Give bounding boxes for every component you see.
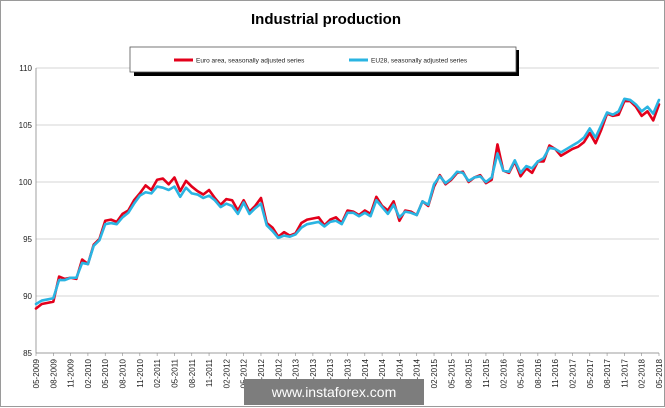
x-tick-label: 11-2011	[205, 358, 214, 387]
x-tick-label: 02-2015	[430, 358, 439, 388]
series-line-eu28	[34, 97, 661, 306]
x-tick-label: 11-2010	[136, 358, 145, 387]
watermark-text: www.instaforex.com	[271, 384, 396, 400]
x-tick-label: 08-2014	[395, 358, 404, 388]
series-lines	[34, 97, 661, 310]
x-tick-label: 05-2015	[447, 358, 456, 388]
x-tick-label: 11-2012	[274, 358, 283, 387]
x-tick-label: 02-2018	[638, 358, 647, 388]
x-tick-label: 05-2011	[170, 358, 179, 387]
x-tick-label: 02-2017	[568, 358, 577, 388]
x-tick-label: 11-2014	[413, 358, 422, 387]
chart-title: Industrial production	[251, 11, 401, 28]
y-tick-label: 85	[23, 349, 32, 358]
x-tick-label: 05-2013	[309, 358, 318, 388]
y-tick-label: 95	[23, 235, 32, 244]
y-tick-label: 90	[23, 292, 32, 301]
y-tick-label: 105	[19, 121, 33, 130]
x-tick-label: 11-2015	[482, 358, 491, 387]
legend: Euro area, seasonally adjusted series EU…	[129, 46, 519, 76]
x-tick-label: 02-2012	[222, 358, 231, 388]
watermark-background	[244, 379, 424, 405]
axes: 85 90 95 100 105 110 05-2009 08-2009 11-2009 02-2…	[19, 64, 664, 388]
watermark: www.instaforex.com	[244, 379, 424, 405]
x-tick-label: 08-2011	[188, 358, 197, 387]
x-tick-label: 08-2013	[326, 358, 335, 388]
legend-label-euro-area: Euro area, seasonally adjusted series	[196, 58, 305, 65]
x-tick-label: 11-2009	[67, 358, 76, 387]
x-tick-label: 08-2016	[534, 358, 543, 388]
y-tick-label: 100	[19, 178, 33, 187]
y-tick-label: 110	[19, 64, 32, 73]
x-tick-label: 05-2018	[655, 358, 664, 388]
x-tick-label: 02-2013	[292, 358, 301, 388]
x-tick-label: 02-2016	[499, 358, 508, 388]
x-tick-label: 02-2011	[153, 358, 162, 387]
x-tick-label: 05-2010	[101, 358, 110, 388]
x-tick-label: 05-2012	[240, 358, 249, 388]
legend-box	[129, 46, 517, 73]
x-tick-label: 02-2014	[361, 358, 370, 388]
x-tick-label: 05-2009	[32, 358, 41, 388]
x-tick-label: 05-2017	[586, 358, 595, 388]
x-tick-label: 11-2016	[551, 358, 560, 387]
x-tick-label: 08-2015	[465, 358, 474, 388]
x-tick-label: 05-2016	[517, 358, 526, 388]
x-tick-label: 08-2017	[603, 358, 612, 388]
x-tick-label: 08-2010	[119, 358, 128, 388]
legend-label-eu28: EU28, seasonally adjusted series	[371, 58, 468, 65]
x-tick-label: 11-2017	[620, 358, 629, 387]
x-tick-label: 05-2014	[378, 358, 387, 388]
x-tick-label: 08-2009	[49, 358, 58, 388]
x-tick-label: 02-2010	[84, 358, 93, 388]
series-line-euro-area	[34, 99, 661, 310]
x-tick-label: 11-2013	[344, 358, 353, 387]
x-tick-label: 08-2012	[257, 358, 266, 388]
